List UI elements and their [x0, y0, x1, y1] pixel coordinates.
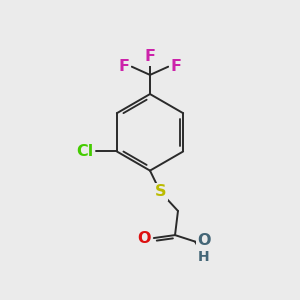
- Text: H: H: [198, 250, 210, 264]
- Text: F: F: [118, 59, 129, 74]
- Text: O: O: [197, 233, 211, 248]
- Text: F: F: [145, 49, 155, 64]
- Text: S: S: [154, 184, 166, 199]
- Text: O: O: [137, 230, 151, 245]
- Text: Cl: Cl: [76, 144, 93, 159]
- Text: F: F: [171, 59, 182, 74]
